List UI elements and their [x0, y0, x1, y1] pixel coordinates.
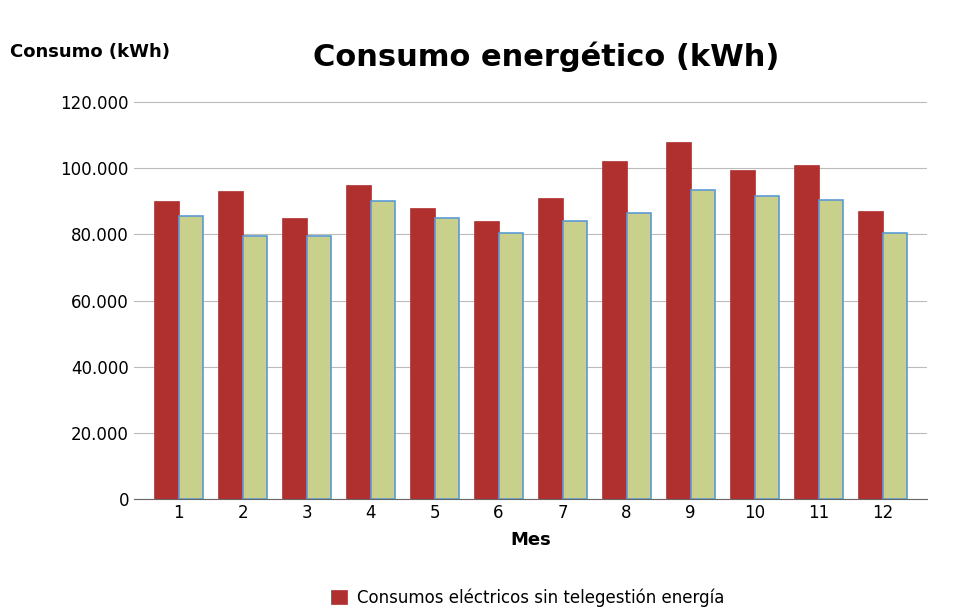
Bar: [626, 213, 651, 499]
Bar: [690, 189, 715, 499]
Bar: [282, 218, 307, 499]
Bar: [754, 196, 779, 499]
Bar: [730, 170, 754, 499]
Bar: [602, 161, 626, 499]
Title: Consumo energético (kWh): Consumo energético (kWh): [314, 41, 780, 72]
Bar: [218, 191, 243, 499]
Bar: [435, 218, 459, 499]
Bar: [666, 141, 690, 499]
X-axis label: Mes: Mes: [511, 530, 551, 549]
Bar: [346, 185, 371, 499]
Bar: [538, 198, 562, 499]
Bar: [474, 221, 499, 499]
Bar: [371, 201, 395, 499]
Bar: [243, 236, 267, 499]
Legend: Consumos eléctricos sin telegestión energía, Consumos eléctricos con telegestión: Consumos eléctricos sin telegestión ener…: [322, 580, 739, 609]
Bar: [499, 233, 523, 499]
Bar: [858, 211, 882, 499]
Bar: [794, 165, 818, 499]
Bar: [307, 236, 331, 499]
Bar: [410, 208, 435, 499]
Text: Consumo (kWh): Consumo (kWh): [10, 43, 169, 61]
Bar: [179, 216, 203, 499]
Bar: [818, 200, 843, 499]
Bar: [154, 201, 179, 499]
Bar: [562, 221, 587, 499]
Bar: [882, 233, 907, 499]
